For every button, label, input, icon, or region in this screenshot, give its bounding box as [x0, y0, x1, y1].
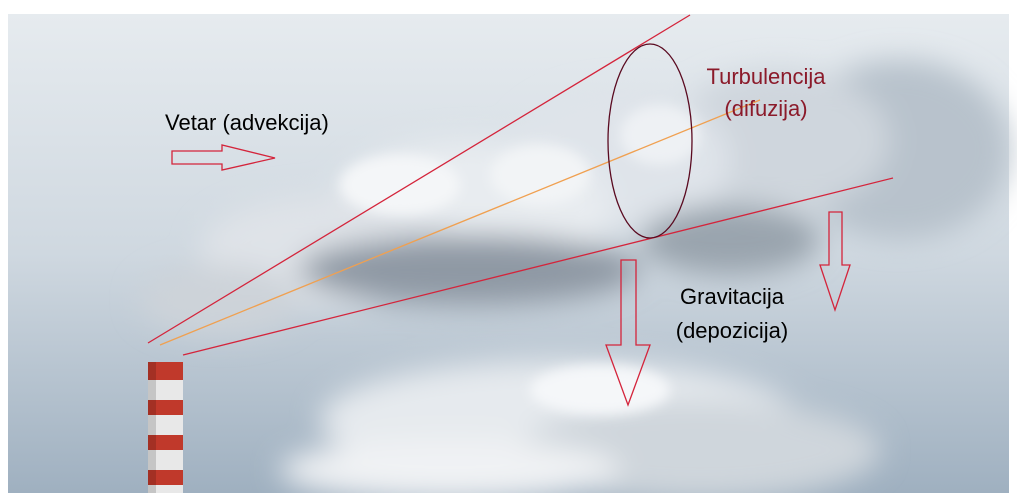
gravity-label: Gravitacija — [680, 284, 785, 309]
gravity-label: (depozicija) — [676, 318, 789, 343]
chimney — [148, 362, 183, 493]
diagram: Vetar (advekcija) Turbulencija (difuzija… — [0, 0, 1017, 493]
wind-label: Vetar (advekcija) — [165, 110, 329, 135]
turbulence-label: (difuzija) — [724, 96, 807, 121]
turbulence-label: Turbulencija — [706, 64, 826, 89]
